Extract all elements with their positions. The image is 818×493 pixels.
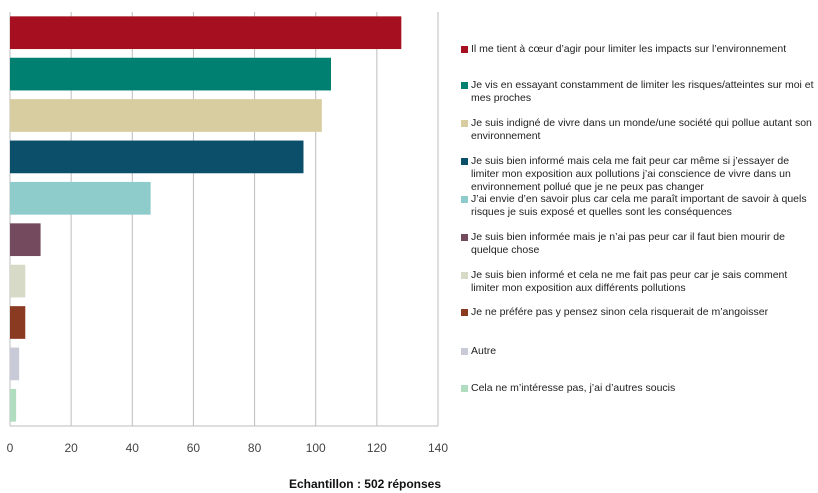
legend-item: J’ai envie d’en savoir plus car cela me … xyxy=(461,193,816,219)
bar xyxy=(10,99,322,132)
legend-item: Il me tient à cœur d’agir pour limiter l… xyxy=(461,43,816,56)
legend-label: J’ai envie d’en savoir plus car cela me … xyxy=(471,193,807,218)
legend-label: Je vis en essayant constamment de limite… xyxy=(471,79,814,104)
bar xyxy=(10,306,26,339)
legend-item: Je suis indigné de vivre dans un monde/u… xyxy=(461,117,816,143)
legend-swatch xyxy=(461,309,468,316)
legend-swatch xyxy=(461,385,468,392)
legend-label: Il me tient à cœur d’agir pour limiter l… xyxy=(471,43,787,55)
legend-swatch xyxy=(461,272,468,279)
legend-label: Je suis bien informé mais cela me fait p… xyxy=(471,155,791,193)
legend-label: Je suis bien informée mais je n’ai pas p… xyxy=(471,231,785,256)
x-tick-label: 80 xyxy=(248,441,262,455)
x-tick-label: 40 xyxy=(126,441,140,455)
legend-label: Je ne préfére pas y pensez sinon cela ri… xyxy=(471,306,769,318)
sample-size-caption: Echantillon : 502 réponses xyxy=(288,477,442,491)
legend-item: Autre xyxy=(461,345,816,358)
x-tick-label: 20 xyxy=(64,441,78,455)
legend: Il me tient à cœur d’agir pour limiter l… xyxy=(461,0,816,420)
legend-swatch xyxy=(461,82,468,89)
bar xyxy=(10,57,331,91)
legend-label: Cela ne m’intéresse pas, j’ai d’autres s… xyxy=(471,382,676,394)
x-axis: 0 20 40 60 80 100 120 140 xyxy=(7,425,448,455)
legend-label: Je suis indigné de vivre dans un monde/u… xyxy=(471,117,812,142)
bar xyxy=(10,388,17,422)
legend-label: Autre xyxy=(471,345,497,357)
bars xyxy=(10,16,402,422)
legend-label: Je suis bien informé et cela ne me fait … xyxy=(471,269,788,294)
legend-swatch xyxy=(461,348,468,355)
x-tick-label: 60 xyxy=(187,441,201,455)
legend-swatch xyxy=(461,120,468,127)
bar xyxy=(10,181,151,215)
bar xyxy=(10,347,20,381)
legend-item: Je suis bien informée mais je n’ai pas p… xyxy=(461,231,816,257)
bar xyxy=(10,223,41,257)
x-tick-label: 140 xyxy=(428,441,448,455)
bar xyxy=(10,16,402,50)
x-tick-label: 100 xyxy=(306,441,326,455)
legend-swatch xyxy=(461,158,468,165)
x-tick-label: 0 xyxy=(7,441,14,455)
legend-swatch xyxy=(461,196,468,203)
legend-swatch xyxy=(461,234,468,241)
bar xyxy=(10,264,26,298)
legend-item: Je suis bien informé et cela ne me fait … xyxy=(461,269,816,295)
legend-item: Je suis bien informé mais cela me fait p… xyxy=(461,155,816,194)
bar xyxy=(10,140,304,174)
x-tick-label: 120 xyxy=(367,441,387,455)
legend-item: Cela ne m’intéresse pas, j’ai d’autres s… xyxy=(461,382,816,395)
legend-item: Je vis en essayant constamment de limite… xyxy=(461,79,816,105)
legend-swatch xyxy=(461,46,468,53)
legend-item: Je ne préfére pas y pensez sinon cela ri… xyxy=(461,306,816,319)
